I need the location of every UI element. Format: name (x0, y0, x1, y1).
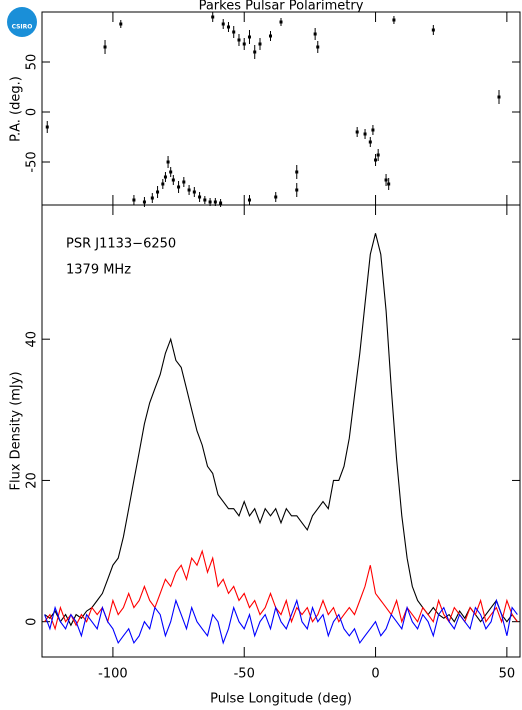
x-axis-label: Pulse Longitude (deg) (210, 692, 352, 707)
x-tick-label: -100 (98, 667, 128, 682)
x-tick-label: -50 (234, 667, 255, 682)
logo (7, 7, 37, 37)
point (171, 178, 175, 182)
point (192, 190, 196, 194)
point (237, 38, 241, 42)
point (187, 188, 191, 192)
point (368, 140, 372, 144)
y-tick-label: 40 (25, 331, 40, 348)
x-tick-label: 0 (371, 667, 379, 682)
point (316, 45, 320, 49)
point (177, 185, 181, 189)
point (142, 200, 146, 204)
point (253, 50, 257, 54)
point (219, 201, 223, 205)
point (274, 195, 278, 199)
point (103, 45, 107, 49)
point (355, 130, 359, 134)
point (258, 42, 262, 46)
point (392, 18, 396, 22)
point (313, 32, 317, 36)
point (156, 190, 160, 194)
point (208, 200, 212, 204)
point (497, 95, 501, 99)
point (268, 34, 272, 38)
point (226, 25, 230, 29)
point (163, 175, 167, 179)
point (431, 28, 435, 32)
logo-text: CSIRO (12, 24, 33, 31)
point (150, 196, 154, 200)
point (376, 153, 380, 157)
panel-frame (41, 204, 521, 658)
point (45, 125, 49, 129)
y-tick-label: -50 (25, 151, 40, 172)
point (374, 158, 378, 162)
point (166, 160, 170, 164)
point (213, 200, 217, 204)
y-tick-label: 50 (25, 54, 40, 71)
point (169, 170, 173, 174)
point (198, 195, 202, 199)
point (232, 30, 236, 34)
y-tick-label: 0 (25, 618, 40, 626)
annotation: PSR J1133−6250 (66, 237, 176, 252)
point (363, 132, 367, 136)
point (132, 198, 136, 202)
y-tick-label: 0 (25, 108, 40, 116)
point (295, 188, 299, 192)
point (247, 198, 251, 202)
point (221, 22, 225, 26)
point (247, 35, 251, 39)
y-tick-label: 20 (25, 472, 40, 489)
y-axis-label: Flux Density (mJy) (9, 371, 24, 490)
point (211, 15, 215, 19)
series-line (44, 598, 518, 645)
chart-title: Parkes Pulsar Polarimetry (199, 0, 364, 14)
point (119, 22, 123, 26)
x-tick-label: 50 (499, 667, 516, 682)
point (203, 198, 207, 202)
point (182, 180, 186, 184)
point (279, 20, 283, 24)
point (384, 178, 388, 182)
point (242, 42, 246, 46)
point (371, 128, 375, 132)
y-axis-label: P.A. (deg.) (9, 76, 24, 142)
point (387, 182, 391, 186)
annotation: 1379 MHz (66, 263, 131, 278)
point (161, 182, 165, 186)
series-line (44, 549, 518, 631)
point (295, 170, 299, 174)
